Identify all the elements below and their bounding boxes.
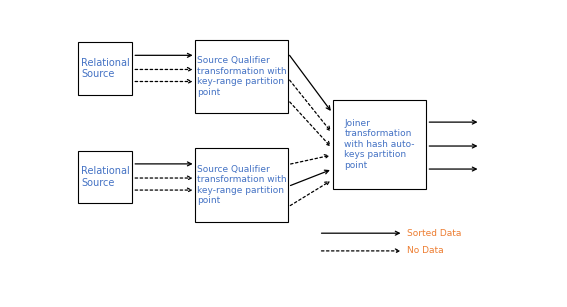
FancyBboxPatch shape (333, 100, 426, 188)
Text: Joiner
transformation
with hash auto-
keys partition
point: Joiner transformation with hash auto- ke… (344, 119, 415, 169)
FancyBboxPatch shape (78, 151, 132, 203)
Text: Sorted Data: Sorted Data (407, 229, 462, 238)
Text: Source Qualifier
transformation with
key-range partition
point: Source Qualifier transformation with key… (197, 56, 286, 97)
FancyBboxPatch shape (78, 42, 132, 95)
Text: Relational
Source: Relational Source (81, 166, 130, 188)
FancyBboxPatch shape (196, 149, 288, 222)
Text: Relational
Source: Relational Source (81, 58, 130, 79)
Text: Source Qualifier
transformation with
key-range partition
point: Source Qualifier transformation with key… (197, 165, 286, 205)
FancyBboxPatch shape (196, 40, 288, 113)
Text: No Data: No Data (407, 247, 444, 255)
